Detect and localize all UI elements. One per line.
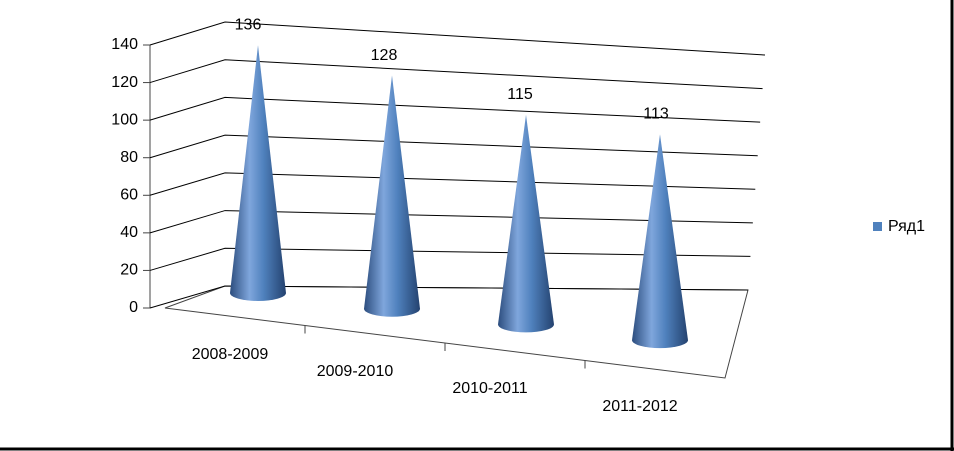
y-tick-label: 60 (120, 187, 138, 204)
grid-line (149, 247, 751, 271)
y-tick-label: 20 (120, 262, 138, 279)
y-tick-label: 40 (120, 224, 138, 241)
legend-label: Ряд1 (888, 218, 925, 235)
y-tick-label: 140 (111, 36, 138, 53)
grid-line (149, 285, 749, 309)
x-tick-label: 2009-2010 (317, 363, 394, 380)
legend-swatch (873, 222, 882, 231)
data-label: 128 (371, 47, 398, 64)
grid-line (149, 134, 758, 159)
y-tick-label: 0 (129, 299, 138, 316)
cone (230, 45, 286, 302)
grid-line (149, 210, 753, 234)
cone (632, 134, 688, 349)
cone (364, 75, 421, 317)
cone (498, 114, 554, 333)
y-tick-label: 120 (111, 74, 138, 91)
data-label: 115 (507, 86, 533, 103)
x-tick-label: 2010-2011 (452, 380, 527, 397)
grid-line (149, 96, 761, 123)
grid-line (149, 21, 766, 56)
y-tick-label: 80 (120, 149, 138, 166)
grid-line (149, 172, 756, 196)
data-label: 113 (643, 105, 669, 122)
grid-line (149, 59, 763, 90)
x-tick-label: 2011-2012 (602, 398, 677, 415)
y-tick-label: 100 (111, 111, 138, 128)
x-tick-label: 2008-2009 (192, 346, 269, 363)
data-label: 136 (235, 17, 262, 34)
